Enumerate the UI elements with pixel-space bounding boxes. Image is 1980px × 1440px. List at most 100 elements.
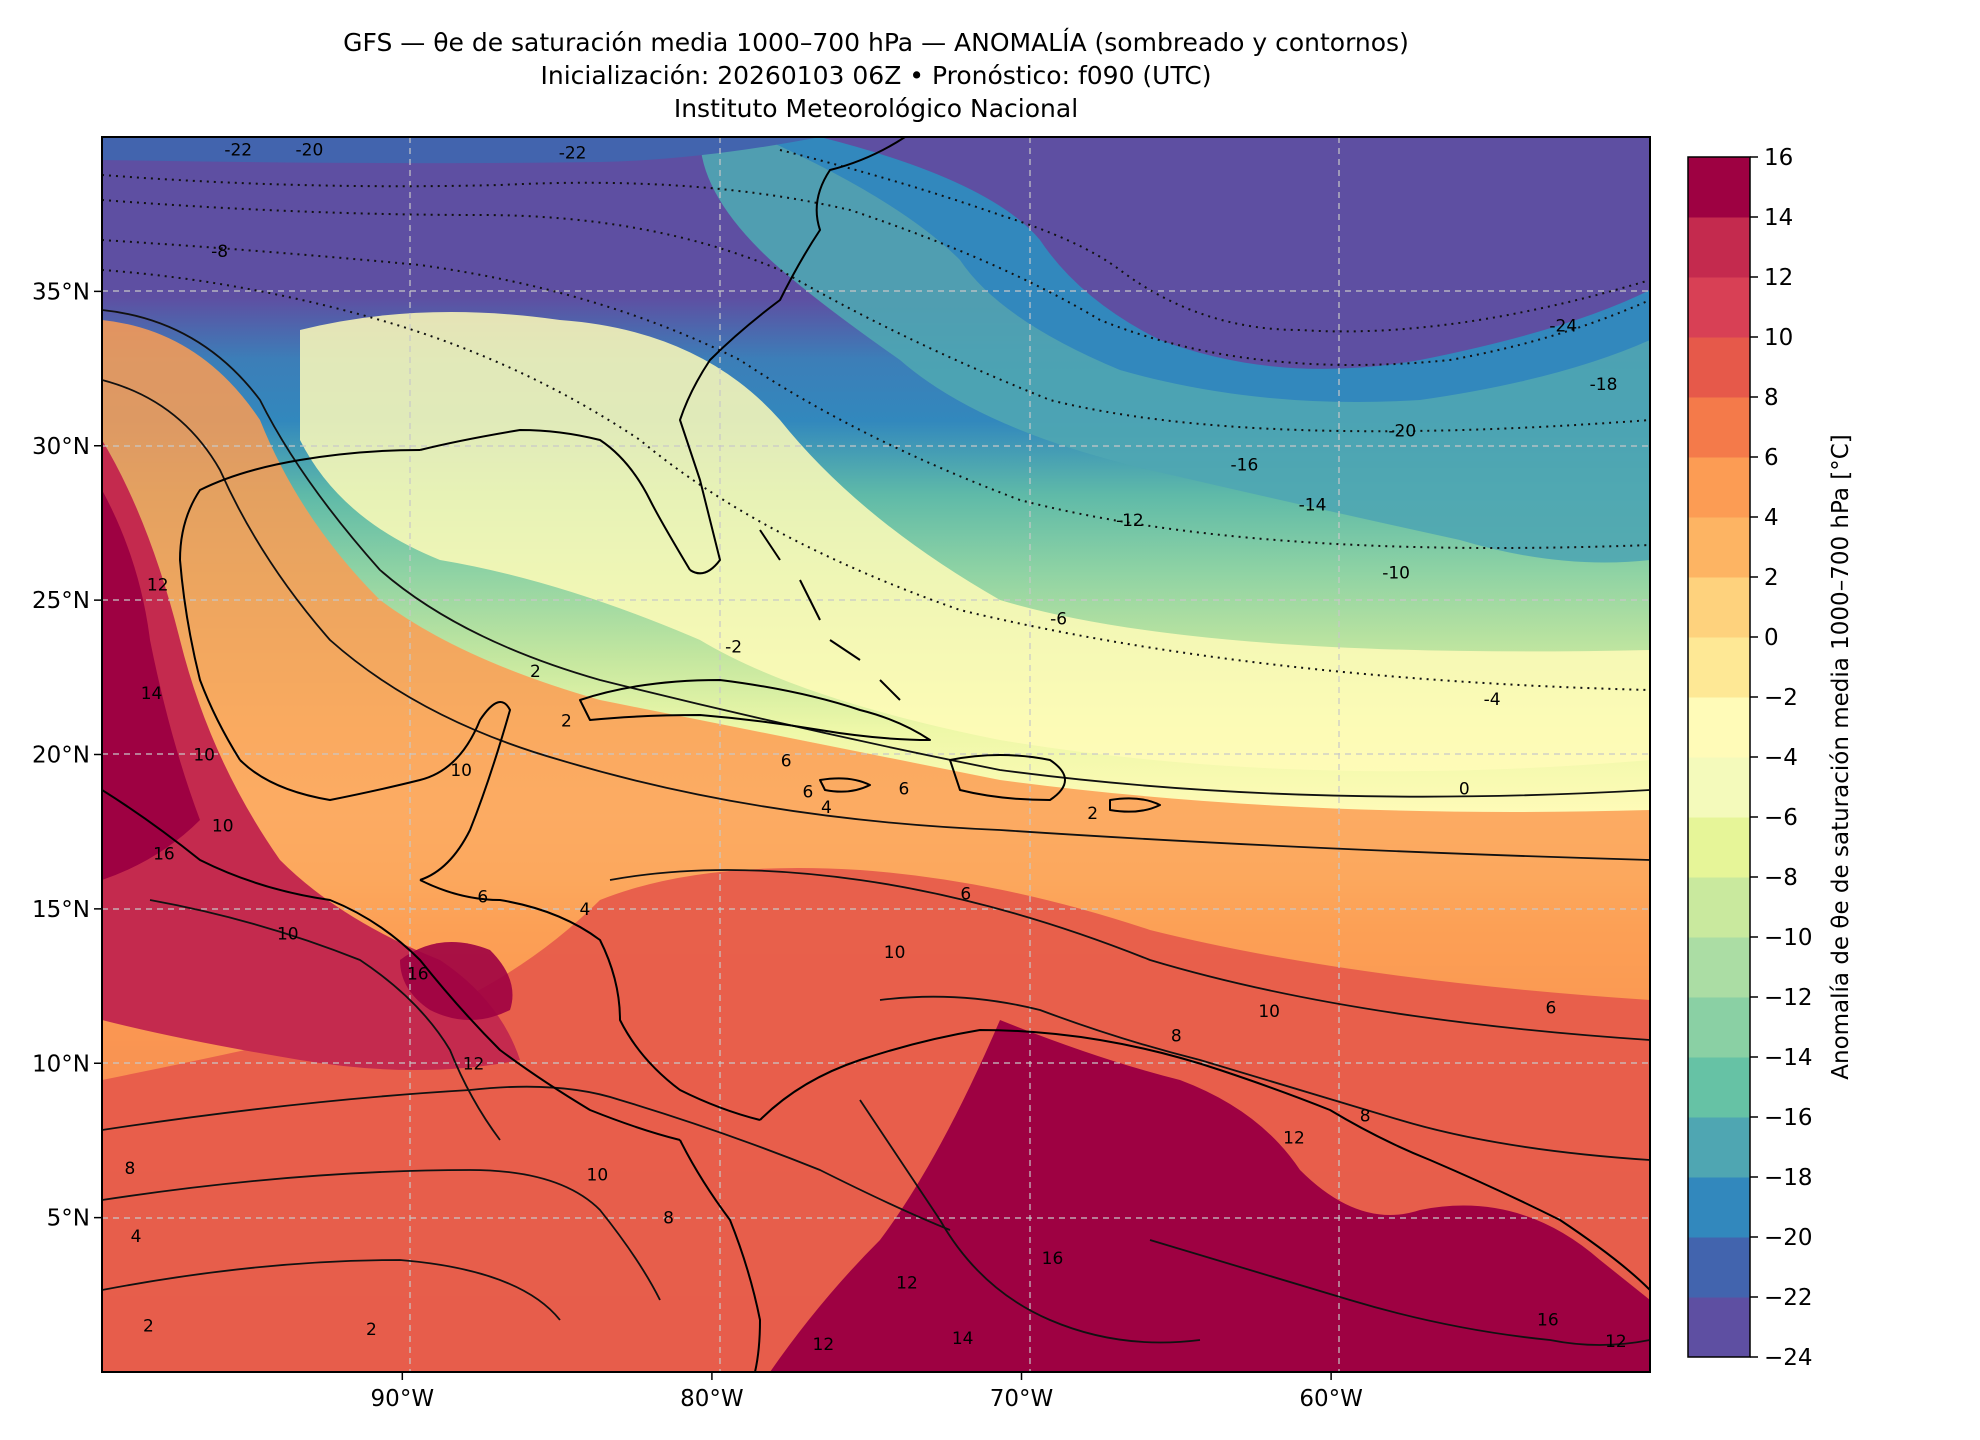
central-america-hot-region [400, 942, 513, 1020]
colorbar-swatch [1688, 517, 1750, 578]
puerto-rico-outline [1109, 797, 1161, 813]
colorbar-tick-label: −2 [1764, 685, 1798, 711]
florida-gulf-coast [419, 429, 691, 571]
bahamas-outline [759, 529, 901, 701]
atlantic-purple-region [820, 137, 1650, 369]
contour-label: 12 [896, 1273, 918, 1293]
colorbar-ticks: −24−22−20−18−16−14−12−10−8−6−4−202468101… [1750, 145, 1813, 1371]
contour-label: 4 [821, 798, 832, 818]
colorbar-tick-label: 12 [1764, 265, 1793, 291]
colorbar-label: Anomalía de θe de saturación media 1000–… [1828, 434, 1854, 1079]
colorbar-swatch [1688, 277, 1750, 338]
colorbar-swatch [1688, 1057, 1750, 1118]
colorbar-swatch [1688, 577, 1750, 638]
contour-label: 4 [580, 900, 591, 920]
colorbar-tick-label: 0 [1764, 625, 1779, 651]
lat-tick-label: 35°N [32, 279, 90, 305]
title-line-1: GFS — θe de saturación media 1000–700 hP… [343, 28, 1409, 57]
colorbar-swatch [1688, 1297, 1750, 1358]
contour-label: -10 [1382, 563, 1410, 583]
lon-tick-label: 80°W [680, 1386, 744, 1412]
lat-tick-label: 30°N [32, 434, 90, 460]
contour-label: 16 [407, 965, 429, 985]
colorbar-tick-label: −14 [1764, 1045, 1813, 1071]
contour-label: 10 [277, 925, 299, 945]
contour-label: 10 [193, 746, 215, 766]
gridlines [102, 137, 1650, 1372]
contour-label: 2 [143, 1317, 154, 1337]
contour-label: 2 [561, 712, 572, 732]
contour-label: 10 [212, 817, 234, 837]
colorbar-swatch [1688, 997, 1750, 1058]
colorbar-swatch [1688, 877, 1750, 938]
southamerica-hot-region [770, 1020, 1650, 1372]
colorbar-swatch [1688, 817, 1750, 878]
colorbar-tick-label: −12 [1764, 985, 1813, 1011]
contour-label: 12 [1283, 1128, 1305, 1148]
contour-label: 16 [153, 844, 175, 864]
contour-label: -18 [1590, 375, 1618, 395]
gulf-coast [179, 449, 421, 761]
colorbar-tick-label: −22 [1764, 1285, 1813, 1311]
lon-tick-label: 70°W [990, 1386, 1054, 1412]
contour-label: -16 [1231, 455, 1259, 475]
colorbar: −24−22−20−18−16−14−12−10−8−6−4−202468101… [1687, 145, 1854, 1371]
lat-tick-label: 5°N [47, 1206, 90, 1232]
colorbar-tick-label: 10 [1764, 325, 1793, 351]
title-line-2: Inicialización: 20260103 06Z • Pronóstic… [540, 61, 1212, 90]
colorbar-tick-label: −16 [1764, 1105, 1813, 1131]
contour-label: 6 [898, 779, 909, 799]
contour-label: 16 [1042, 1249, 1064, 1269]
mexico-pacific-coast [102, 789, 681, 1141]
colorbar-swatch [1688, 637, 1750, 698]
contour-label: -20 [1388, 421, 1416, 441]
contour-label: 10 [1258, 1002, 1280, 1022]
hispaniola-outline [949, 754, 1066, 801]
colorbar-tick-label: −24 [1764, 1345, 1813, 1371]
us-east-coast [679, 137, 906, 575]
positive-contours [102, 309, 1650, 1346]
lat-axis: 35°N 30°N 25°N 20°N 15°N 10°N 5°N [32, 279, 102, 1232]
colorbar-swatch [1688, 217, 1750, 278]
central-america-coast [419, 879, 761, 1121]
colorbar-tick-label: 14 [1764, 205, 1793, 231]
contour-label: 10 [450, 761, 472, 781]
contour-label: -24 [1549, 316, 1577, 336]
contour-label: -22 [559, 143, 587, 163]
colorbar-tick-label: −10 [1764, 925, 1813, 951]
contour-label: -2 [725, 637, 742, 657]
contour-label: -8 [211, 242, 228, 262]
contour-label: 14 [141, 684, 163, 704]
map-title: GFS — θe de saturación media 1000–700 hP… [102, 26, 1650, 125]
coastlines [102, 137, 1650, 1372]
contour-label: 6 [477, 888, 488, 908]
contour-label: 8 [124, 1159, 135, 1179]
contour-label: 12 [813, 1335, 835, 1355]
contour-label: 4 [131, 1227, 142, 1247]
colorbar-swatch [1688, 757, 1750, 818]
colorbar-tick-label: −6 [1764, 805, 1798, 831]
contour-label: 12 [147, 576, 169, 596]
contour-label: -20 [296, 140, 324, 160]
colorbar-swatch [1688, 157, 1750, 218]
lon-axis: 90°W 80°W 70°W 60°W [371, 1372, 1363, 1412]
colorbar-swatch [1688, 697, 1750, 758]
contour-label: 6 [781, 752, 792, 772]
colorbar-tick-label: 16 [1764, 145, 1793, 171]
colorbar-swatch [1688, 937, 1750, 998]
contour-label-layer: -22 -20 -22 -8 -24 -18 -20 -16 -14 -12 -10 -6 -2 -4 2 2… [124, 140, 1626, 1355]
cuba-outline [579, 679, 931, 741]
contour-label: 14 [952, 1329, 974, 1349]
lat-tick-label: 10°N [32, 1051, 90, 1077]
contour-label: 10 [587, 1165, 609, 1185]
colorbar-tick-label: −8 [1764, 865, 1798, 891]
colorbar-swatch [1688, 397, 1750, 458]
colorbar-tick-label: 6 [1764, 445, 1779, 471]
lon-tick-label: 60°W [1299, 1386, 1363, 1412]
contour-label: 2 [366, 1320, 377, 1340]
south-america-pacific-coast [679, 1139, 761, 1372]
south-america-north-coast [759, 1029, 1650, 1291]
colorbar-swatch [1688, 457, 1750, 518]
colorbar-swatch [1688, 1237, 1750, 1298]
lon-tick-label: 90°W [371, 1386, 435, 1412]
